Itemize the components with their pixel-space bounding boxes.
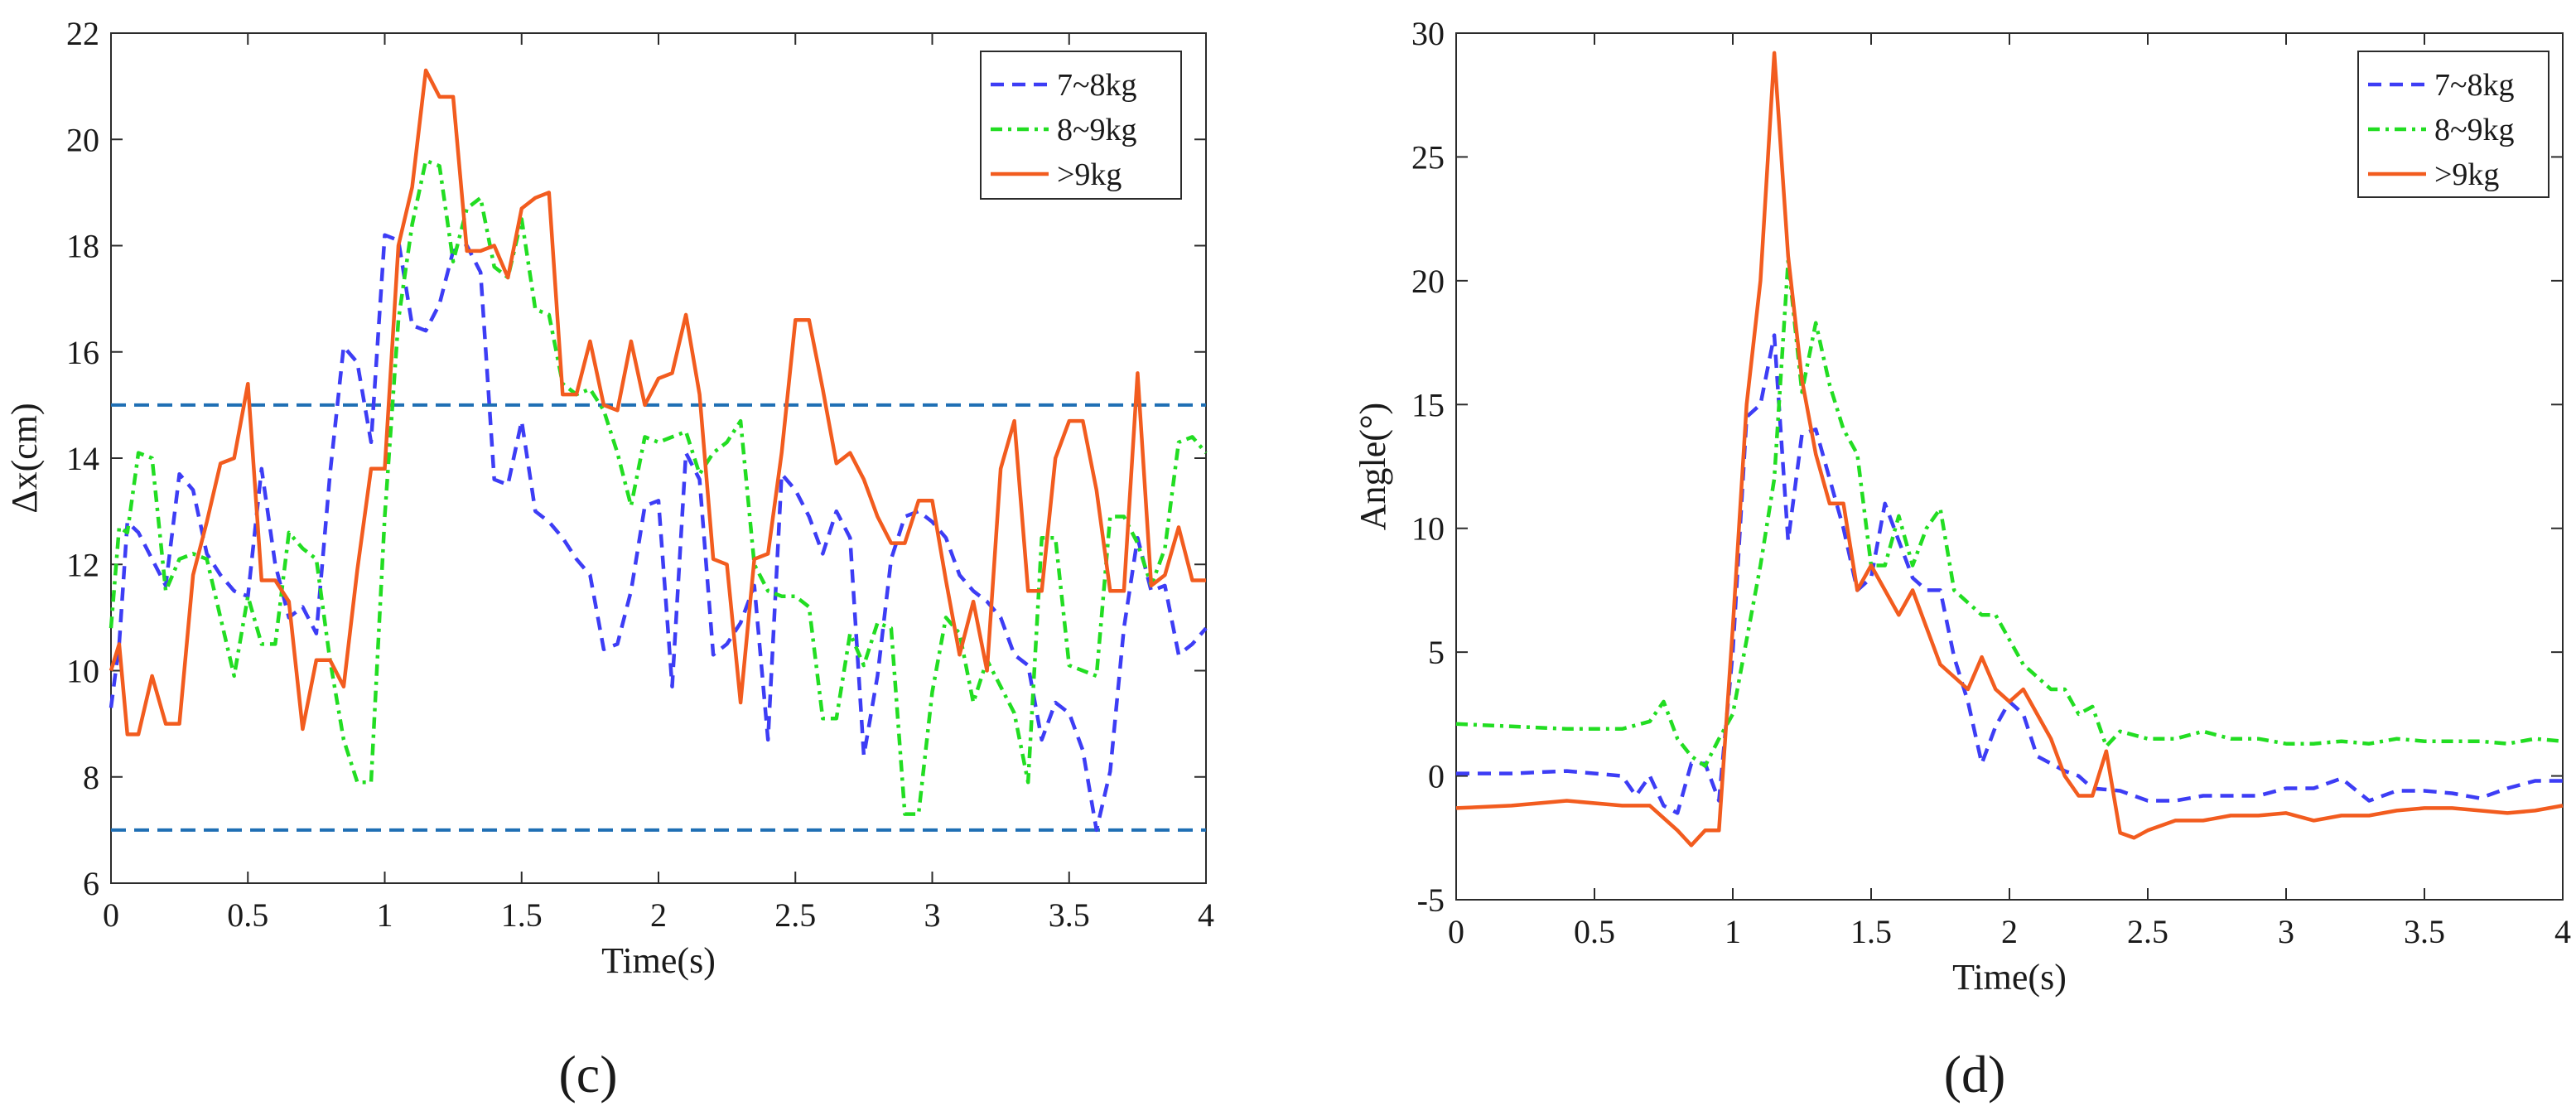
- x-tick-label: 0: [1448, 913, 1464, 950]
- series-line-2: [1455, 258, 2564, 768]
- legend-label: 7~8kg: [1057, 68, 1137, 103]
- chart-panel-c: 0 0.5 1 1.5 2 2.5 3 3.5 4 6 8 10 12 14 16 18 20 22 7~8kg 8~…: [4, 15, 1214, 1104]
- y-axis-title: Δx(cm): [4, 403, 45, 513]
- x-tick-label: 0.5: [227, 896, 268, 934]
- x-tick-label: 3.5: [2404, 913, 2445, 950]
- legend-label: 8~9kg: [1057, 113, 1137, 147]
- x-tick-label: 3: [924, 896, 941, 934]
- y-tick-label: 12: [66, 546, 99, 583]
- y-tick-label: 30: [1411, 15, 1445, 52]
- x-axis-title: Time(s): [601, 940, 716, 981]
- y-tick-label: 5: [1428, 634, 1445, 671]
- y-tick-label: 25: [1411, 138, 1445, 176]
- x-tick-label: 2: [650, 896, 667, 934]
- x-tick-label: 1: [377, 896, 393, 934]
- panel-label: (c): [558, 1045, 617, 1104]
- y-tick-label: 20: [66, 121, 99, 158]
- x-tick-label: 3.5: [1049, 896, 1090, 934]
- y-tick-label: 14: [66, 440, 99, 477]
- y-tick-label: 18: [66, 228, 99, 265]
- y-tick-label: 8: [83, 759, 99, 796]
- series-line-3: [1455, 51, 2564, 848]
- series-line-1: [109, 233, 1208, 833]
- x-tick-label: 2: [2001, 913, 2018, 950]
- y-tick-label: 0: [1428, 758, 1445, 795]
- x-tick-label: 4: [1198, 896, 1214, 934]
- y-axis-title: Angle(°): [1353, 403, 1393, 530]
- legend-label: >9kg: [1057, 157, 1122, 192]
- x-tick-label: 1: [1725, 913, 1741, 950]
- x-tick-label: 3: [2278, 913, 2294, 950]
- series-line-3: [109, 68, 1206, 737]
- x-tick-label: 2.5: [774, 896, 816, 934]
- y-tick-label: 10: [66, 653, 99, 690]
- y-tick-label: 22: [66, 15, 99, 52]
- x-tick-label: 0.5: [1574, 913, 1615, 950]
- x-tick-label: 1.5: [1850, 913, 1892, 950]
- y-tick-label: -5: [1417, 882, 1445, 919]
- legend-label: 8~9kg: [2434, 113, 2515, 147]
- chart-panel-d: 0 0.5 1 1.5 2 2.5 3 3.5 4-50510152025307~8kg8~9k…: [1353, 15, 2571, 1104]
- legend-label: 7~8kg: [2434, 68, 2515, 103]
- x-tick-label: 2.5: [2127, 913, 2168, 950]
- y-tick-label: 6: [83, 865, 99, 902]
- y-tick-label: 16: [66, 334, 99, 371]
- panel-label: (d): [1944, 1045, 2006, 1104]
- y-tick-label: 15: [1411, 386, 1445, 423]
- x-tick-label: 0: [103, 896, 119, 934]
- y-tick-label: 10: [1411, 510, 1445, 548]
- x-axis-title: Time(s): [1952, 957, 2067, 997]
- x-tick-label: 4: [2554, 913, 2571, 950]
- y-tick-label: 20: [1411, 263, 1445, 300]
- legend-label: >9kg: [2434, 157, 2499, 192]
- x-tick-label: 1.5: [501, 896, 543, 934]
